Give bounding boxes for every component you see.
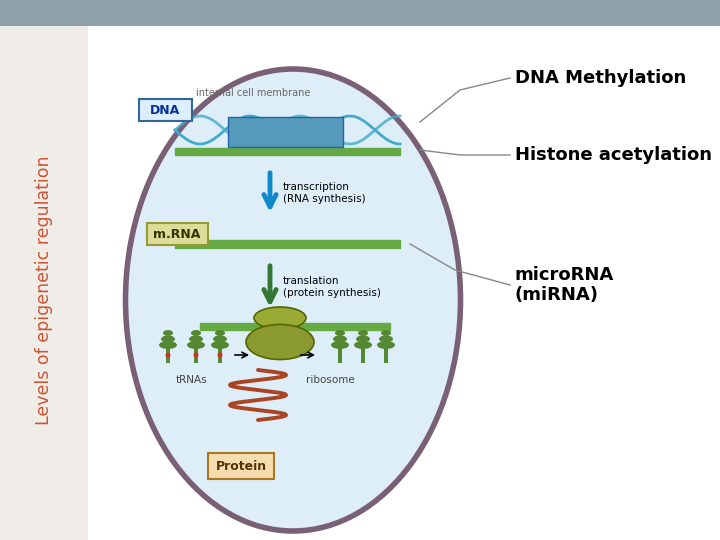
Ellipse shape (125, 69, 461, 531)
Bar (0, 26, 88, 540)
Ellipse shape (331, 341, 349, 349)
Bar (0, 0, 720, 26)
Ellipse shape (211, 341, 229, 349)
FancyBboxPatch shape (228, 117, 343, 147)
FancyBboxPatch shape (138, 98, 192, 120)
Ellipse shape (246, 325, 314, 360)
Ellipse shape (377, 341, 395, 349)
Ellipse shape (333, 335, 347, 342)
Text: internal cell membrane: internal cell membrane (196, 88, 310, 98)
Bar (194, 345, 198, 363)
FancyBboxPatch shape (208, 453, 274, 479)
Text: ribosome: ribosome (305, 375, 354, 385)
Text: m.RNA: m.RNA (153, 227, 201, 240)
Text: Protein: Protein (215, 461, 266, 474)
Ellipse shape (379, 335, 393, 342)
Ellipse shape (189, 335, 203, 342)
Ellipse shape (191, 330, 201, 336)
Ellipse shape (356, 335, 370, 342)
Ellipse shape (254, 307, 306, 329)
Text: transcription
(RNA synthesis): transcription (RNA synthesis) (283, 182, 366, 204)
Text: tRNAs: tRNAs (176, 375, 208, 385)
Ellipse shape (381, 330, 391, 336)
Ellipse shape (217, 353, 222, 357)
Ellipse shape (358, 330, 368, 336)
Bar (166, 345, 170, 363)
Ellipse shape (354, 341, 372, 349)
Bar (384, 345, 388, 363)
Text: Levels of epigenetic regulation: Levels of epigenetic regulation (35, 156, 53, 425)
FancyBboxPatch shape (146, 222, 207, 245)
Text: Histone acetylation: Histone acetylation (515, 146, 712, 164)
Ellipse shape (163, 330, 173, 336)
Ellipse shape (166, 353, 171, 357)
Bar (88, 26, 720, 540)
Ellipse shape (335, 330, 345, 336)
Ellipse shape (215, 330, 225, 336)
Ellipse shape (187, 341, 205, 349)
Text: microRNA
(miRNA): microRNA (miRNA) (515, 266, 614, 305)
Text: translation
(protein synthesis): translation (protein synthesis) (283, 276, 381, 298)
Ellipse shape (194, 353, 199, 357)
Ellipse shape (213, 335, 227, 342)
Bar (361, 345, 365, 363)
Text: DNA Methylation: DNA Methylation (515, 69, 686, 87)
Bar (338, 345, 342, 363)
Ellipse shape (159, 341, 177, 349)
Text: DNA: DNA (150, 104, 180, 117)
Bar (218, 345, 222, 363)
Ellipse shape (161, 335, 175, 342)
